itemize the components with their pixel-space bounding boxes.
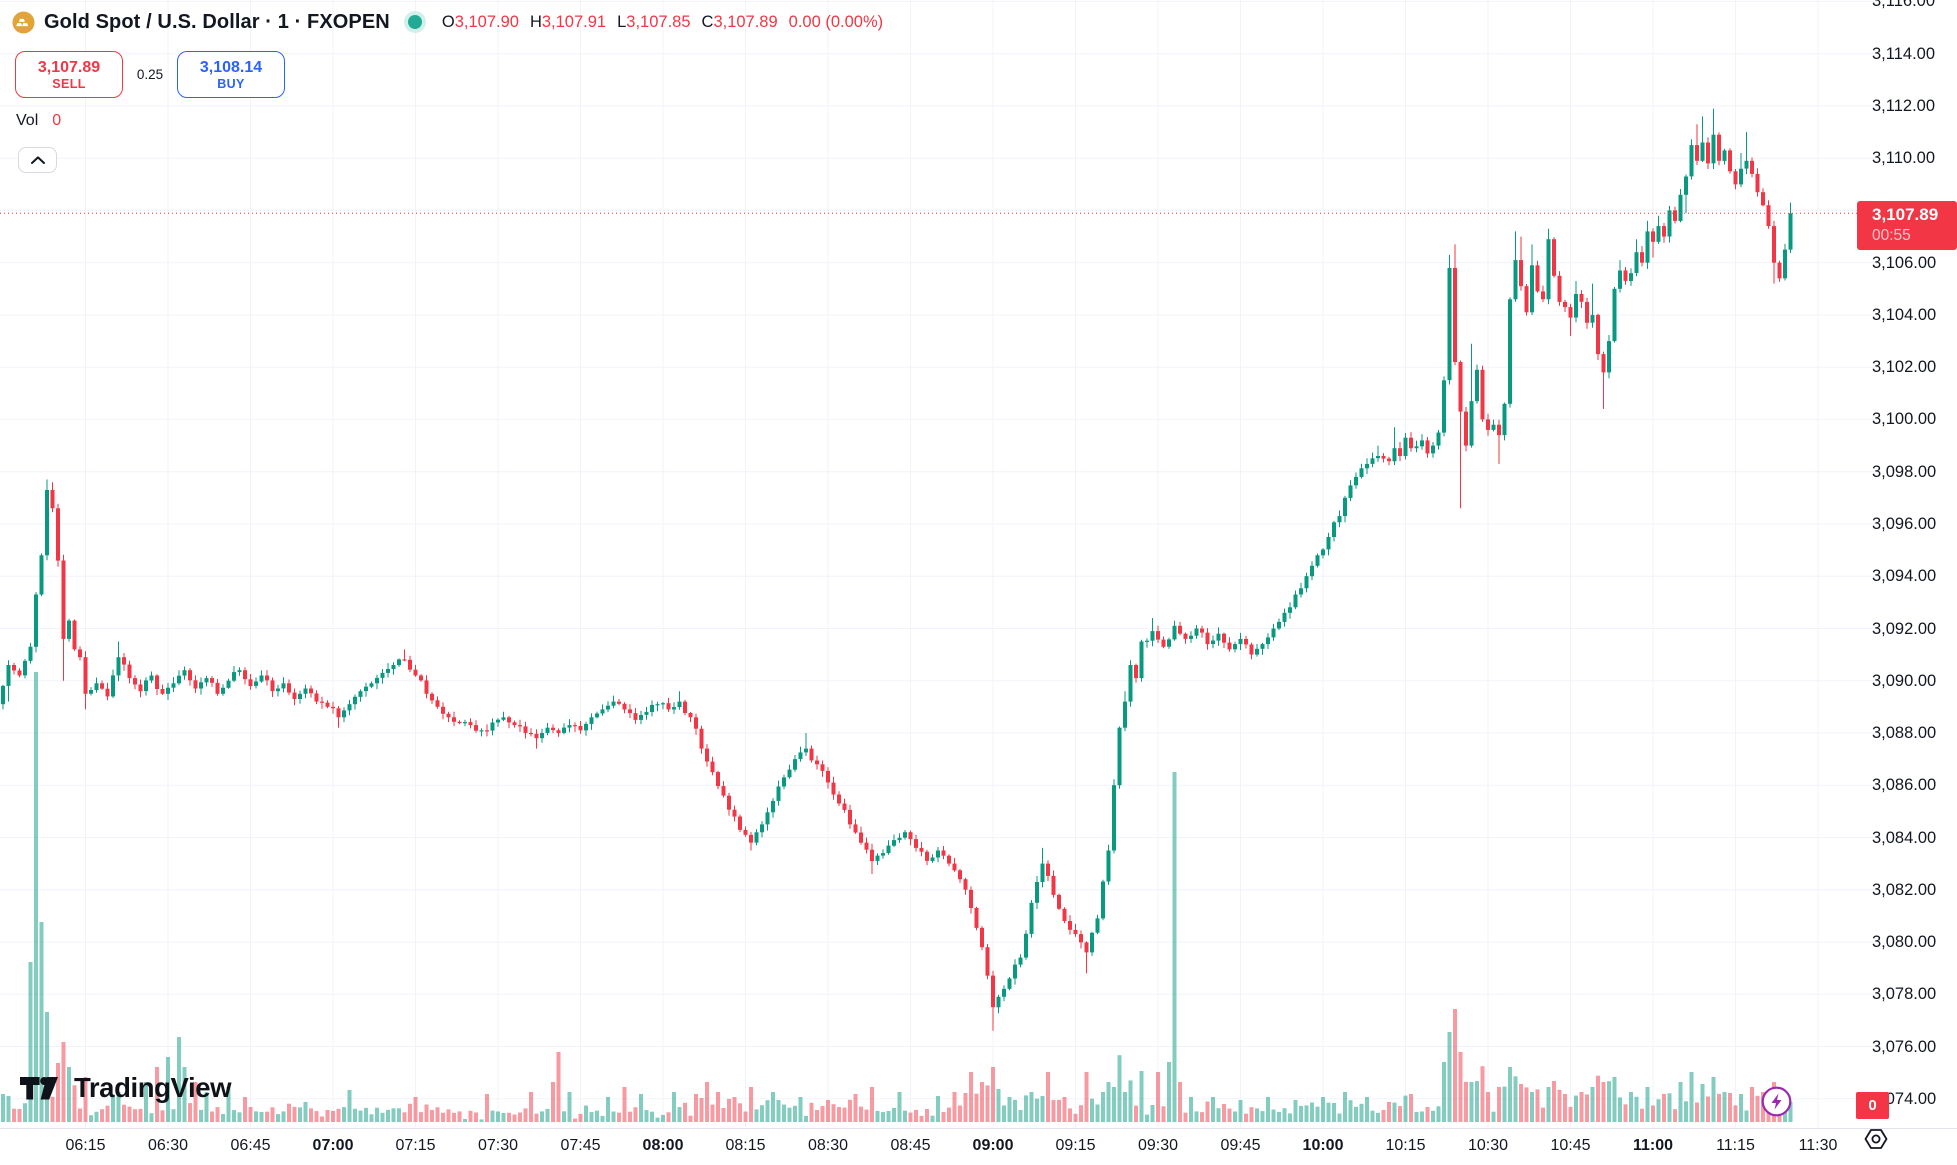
sell-button[interactable]: 3,107.89 SELL <box>15 51 123 98</box>
open-value: 3,107.90 <box>454 12 519 31</box>
time-axis-label: 09:30 <box>1137 1137 1179 1154</box>
spread-value: 0.25 <box>136 67 164 82</box>
volume-series <box>1 672 1793 1122</box>
price-axis-label: 3,100.00 <box>1872 410 1937 429</box>
tradingview-wordmark: TradingView <box>74 1072 232 1103</box>
price-axis-label: 3,110.00 <box>1872 149 1936 168</box>
time-axis-label: 08:15 <box>725 1137 766 1154</box>
time-axis-label: 07:30 <box>477 1137 519 1154</box>
bar-countdown: 00:55 <box>1872 227 1911 244</box>
time-axis-label: 10:45 <box>1550 1137 1591 1154</box>
gridlines <box>0 0 1878 1128</box>
candlestick-series <box>1 108 1793 1031</box>
time-axis-label: 10:00 <box>1302 1137 1344 1154</box>
gold-symbol-icon <box>12 10 35 34</box>
trade-panel: 3,107.89 SELL 0.25 3,108.14 BUY <box>15 51 285 98</box>
buy-button[interactable]: 3,108.14 BUY <box>177 51 285 98</box>
time-axis-label: 07:15 <box>395 1137 436 1154</box>
change-value: 0.00 (0.00%) <box>788 12 884 31</box>
price-axis-label: 3,090.00 <box>1872 671 1937 690</box>
price-axis-label: 3,088.00 <box>1872 724 1937 742</box>
time-axis-label: 06:15 <box>65 1137 106 1154</box>
chevron-up-icon <box>30 156 45 164</box>
time-axis-label: 11:15 <box>1716 1137 1755 1154</box>
time-axis-label: 09:00 <box>972 1137 1014 1154</box>
time-axis-label: 06:30 <box>147 1137 189 1154</box>
time-axis-label: 08:00 <box>642 1137 684 1154</box>
time-axis-label: 09:45 <box>1220 1137 1261 1154</box>
symbol-header: Gold Spot / U.S. Dollar · 1 · FXOPEN O3,… <box>12 7 883 37</box>
time-axis-label: 07:45 <box>560 1137 601 1154</box>
volume-axis-zero-badge: 0 <box>1856 1092 1889 1119</box>
volume-legend: Vol 0 <box>16 112 62 129</box>
price-axis-label: 3,094.00 <box>1872 567 1937 586</box>
price-axis-label: 3,112.00 <box>1872 97 1936 115</box>
tradingview-glyph-icon <box>20 1076 58 1099</box>
price-axis-label: 3,078.00 <box>1872 985 1937 1004</box>
sell-price: 3,107.89 <box>37 58 101 76</box>
time-axis-label: 10:30 <box>1467 1137 1509 1154</box>
price-axis-label: 3,116.00 <box>1872 0 1936 11</box>
price-axis-label: 3,092.00 <box>1872 619 1937 638</box>
time-axis-label: 11:30 <box>1798 1137 1838 1154</box>
price-axis-label: 3,106.00 <box>1872 253 1937 272</box>
price-axis-label: 3,082.00 <box>1872 880 1937 899</box>
time-axis-label: 08:45 <box>890 1137 931 1154</box>
time-axis[interactable]: 06:15 06:30 06:45 07:00 07:15 07:30 07:45 08:00… <box>0 1128 1957 1165</box>
price-axis-label: 3,114.00 <box>1872 44 1936 63</box>
price-axis-label: 3,086.00 <box>1872 776 1937 795</box>
time-axis-label: 09:15 <box>1055 1137 1096 1154</box>
time-axis-label: 10:15 <box>1385 1137 1426 1154</box>
high-value: 3,107.91 <box>541 12 607 31</box>
time-axis-label: 06:45 <box>230 1137 271 1154</box>
ohlc-readout: O3,107.90 H3,107.91 L3,107.85 C3,107.89 … <box>441 12 884 31</box>
price-axis-label: 3,084.00 <box>1872 828 1937 847</box>
current-price-label: 3,107.89 00:55 <box>1857 201 1957 250</box>
time-axis-label: 08:30 <box>807 1137 849 1154</box>
price-axis-label: 3,102.00 <box>1872 358 1937 377</box>
market-status-dot[interactable] <box>403 11 426 33</box>
time-axis-label: 11:00 <box>1632 1137 1674 1154</box>
instant-order-lightning-icon[interactable] <box>1761 1086 1792 1117</box>
price-axis[interactable]: 3,116.003,114.003,112.003,110.003,108.00… <box>1872 0 1957 1128</box>
symbol-title[interactable]: Gold Spot / U.S. Dollar · 1 · FXOPEN <box>44 10 390 33</box>
time-axis-label: 07:00 <box>312 1137 354 1154</box>
close-value: 3,107.89 <box>713 12 778 31</box>
buy-price: 3,108.14 <box>199 58 263 76</box>
collapse-panel-button[interactable] <box>18 147 57 173</box>
volume-value: 0 <box>52 112 62 129</box>
price-axis-label: 3,104.00 <box>1872 305 1937 324</box>
price-axis-label: 3,080.00 <box>1872 933 1937 951</box>
price-axis-label: 3,076.00 <box>1872 1037 1937 1056</box>
tradingview-logo[interactable]: TradingView <box>20 1072 231 1104</box>
timezone-eye-icon[interactable] <box>1862 1127 1890 1151</box>
price-axis-label: 3,098.00 <box>1872 462 1937 481</box>
price-axis-label: 3,096.00 <box>1872 515 1937 533</box>
low-value: 3,107.85 <box>626 12 691 31</box>
